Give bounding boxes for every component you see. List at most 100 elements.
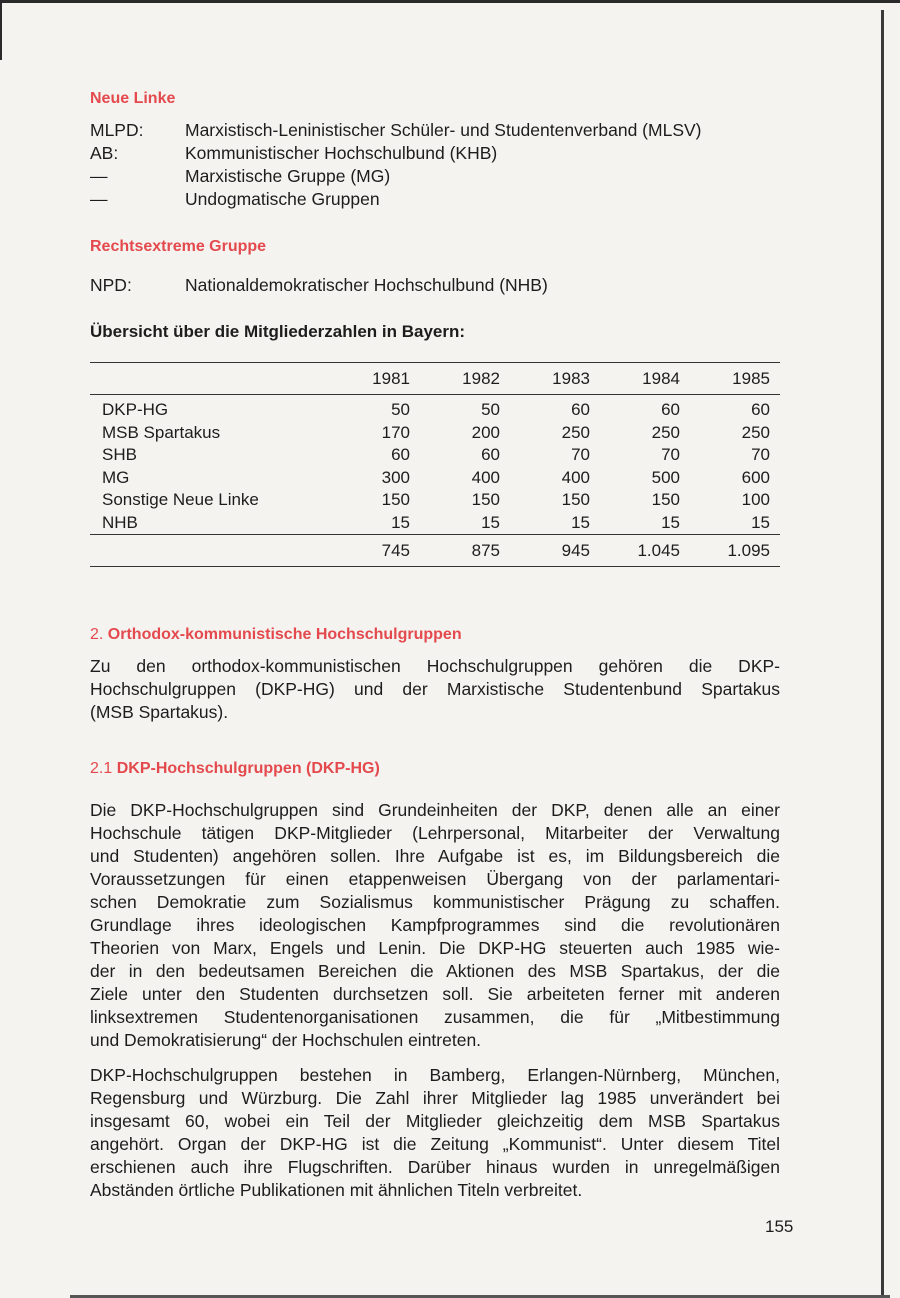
value-cell: 60 <box>661 400 680 420</box>
value-cell: 150 <box>381 490 410 510</box>
def-name: Undogmatische Gruppen <box>185 189 380 209</box>
def-name: Kommunistischer Hochschulbund (KHB) <box>185 143 498 163</box>
value-cell: 60 <box>751 400 770 420</box>
value-cell: 250 <box>561 422 590 442</box>
def-name: Marxistisch-Leninistischer Schüler- und … <box>185 120 702 140</box>
value-cell: 15 <box>391 512 410 532</box>
scan-edge-bottom <box>70 1295 890 1298</box>
def-item: MLPD: Marxistisch-Leninistischer Schüler-… <box>90 120 702 141</box>
heading-section-2-1: 2.1 DKP-Hochschulgruppen (DKP-HG) <box>90 760 380 778</box>
text-line: und Studenten) angehören sollen. Ihre Au… <box>90 846 780 866</box>
row-label: Sonstige Neue Linke <box>102 490 259 510</box>
value-cell: 150 <box>471 490 500 510</box>
value-cell: 250 <box>741 422 770 442</box>
value-cell: 250 <box>651 422 680 442</box>
table-header-row: 1981 1982 1983 1984 1985 <box>90 362 780 395</box>
section-number: 2. <box>90 626 104 643</box>
column-header: 1982 <box>410 362 500 395</box>
heading-neue-linke: Neue Linke <box>90 90 176 107</box>
row-label: DKP-HG <box>102 400 169 420</box>
row-label: MSB Spartakus <box>102 422 221 442</box>
value-cell: 100 <box>741 490 770 510</box>
page-number: 155 <box>765 1217 794 1236</box>
scan-edge-right <box>881 10 884 1298</box>
table-row: Sonstige Neue Linke 150 150 150 150 100 <box>90 489 780 512</box>
total-cell: 875 <box>410 534 500 567</box>
total-cell: 1.045 <box>590 534 680 567</box>
total-cell: 945 <box>500 534 590 567</box>
table-row: MSB Spartakus 170 200 250 250 250 <box>90 422 780 445</box>
value-cell: 70 <box>751 445 770 465</box>
text-line: der in den bedeutsamen Bereichen die Akt… <box>90 961 780 981</box>
def-item: AB: Kommunistischer Hochschulbund (KHB) <box>90 143 497 164</box>
column-header <box>90 362 320 395</box>
def-abbr: MLPD: <box>90 120 144 140</box>
heading-section-2: 2. Orthodox-kommunistische Hochschulgrup… <box>90 626 462 644</box>
text-line: DKP-Hochschulgruppen bestehen in Bamberg… <box>90 1065 780 1085</box>
value-cell: 300 <box>381 467 410 487</box>
text-line: angehört. Organ der DKP-HG ist die Zeitu… <box>90 1134 780 1154</box>
value-cell: 50 <box>481 400 500 420</box>
text-line: Abständen örtliche Publikationen mit ähn… <box>90 1180 583 1200</box>
def-item: — Undogmatische Gruppen <box>90 189 380 210</box>
total-cell: 745 <box>320 534 410 567</box>
def-item: NPD: Nationaldemokratischer Hochschulbund… <box>90 275 548 296</box>
value-cell: 170 <box>381 422 410 442</box>
table-row: SHB 60 60 70 70 70 <box>90 444 780 467</box>
total-cell <box>90 534 320 567</box>
column-header: 1983 <box>500 362 590 395</box>
column-header: 1984 <box>590 362 680 395</box>
value-cell: 15 <box>571 512 590 532</box>
section-title: Orthodox-kommunistische Hochschulgruppen <box>107 626 462 643</box>
table-totals-row: 745 875 945 1.045 1.095 <box>90 534 780 567</box>
def-abbr: — <box>90 189 108 209</box>
table-row: NHB 15 15 15 15 15 <box>90 512 780 535</box>
def-item: — Marxistische Gruppe (MG) <box>90 166 390 187</box>
def-abbr: — <box>90 166 108 186</box>
value-cell: 400 <box>561 467 590 487</box>
paragraph: Zu den orthodox-kommunistischen Hochschu… <box>90 655 780 724</box>
scan-edge-top <box>0 0 900 3</box>
value-cell: 500 <box>651 467 680 487</box>
column-header: 1985 <box>680 362 780 395</box>
text-line: erschienen auch ihre Flugschriften. Darü… <box>90 1157 780 1177</box>
def-name: Marxistische Gruppe (MG) <box>185 166 391 186</box>
text-line: und Demokratisierung“ der Hochschulen ei… <box>90 1030 482 1050</box>
section-number: 2.1 <box>90 760 113 777</box>
column-header: 1981 <box>320 362 410 395</box>
text-line: linksextremen Studentenorganisationen zu… <box>90 1007 780 1027</box>
membership-table: 1981 1982 1983 1984 1985 DKP-HG 50 50 60 60 6… <box>90 362 780 567</box>
scan-edge-left <box>0 0 2 60</box>
row-label: MG <box>102 467 130 487</box>
text-line: Theorien von Marx, Engels und Lenin. Die… <box>90 938 780 958</box>
row-label: NHB <box>102 512 138 532</box>
value-cell: 600 <box>741 467 770 487</box>
text-line: Ziele unter den Studenten durchsetzen so… <box>90 984 780 1004</box>
text-line: Voraussetzungen für einen etappenweisen … <box>90 869 780 889</box>
heading-rechtsextreme: Rechtsextreme Gruppe <box>90 238 267 255</box>
value-cell: 15 <box>751 512 770 532</box>
value-cell: 70 <box>571 445 590 465</box>
value-cell: 60 <box>481 445 500 465</box>
def-name: Nationaldemokratischer Hochschulbund (NH… <box>185 275 548 295</box>
text-line: insgesamt 60, wobei ein Teil der Mitglie… <box>90 1111 780 1131</box>
text-line: (MSB Spartakus). <box>90 702 229 722</box>
text-line: Die DKP-Hochschulgruppen sind Grundeinhe… <box>90 800 780 820</box>
value-cell: 400 <box>471 467 500 487</box>
section-title: DKP-Hochschulgruppen (DKP-HG) <box>116 760 380 777</box>
text-line: Hochschulgruppen (DKP-HG) und der Marxis… <box>90 679 780 699</box>
paragraph: DKP-Hochschulgruppen bestehen in Bamberg… <box>90 1064 780 1202</box>
value-cell: 150 <box>561 490 590 510</box>
value-cell: 50 <box>391 400 410 420</box>
value-cell: 150 <box>651 490 680 510</box>
text-line: Hochschule tätigen DKP-Mitglieder (Lehrp… <box>90 823 780 843</box>
value-cell: 60 <box>571 400 590 420</box>
value-cell: 15 <box>661 512 680 532</box>
table-title: Übersicht über die Mitgliederzahlen in B… <box>90 322 466 341</box>
table-row: DKP-HG 50 50 60 60 60 <box>90 395 780 422</box>
row-label: SHB <box>102 445 137 465</box>
paragraph: Die DKP-Hochschulgruppen sind Grundeinhe… <box>90 799 780 1052</box>
value-cell: 70 <box>661 445 680 465</box>
text-line: schen Demokratie zum Sozialismus kommuni… <box>90 892 780 912</box>
value-cell: 200 <box>471 422 500 442</box>
